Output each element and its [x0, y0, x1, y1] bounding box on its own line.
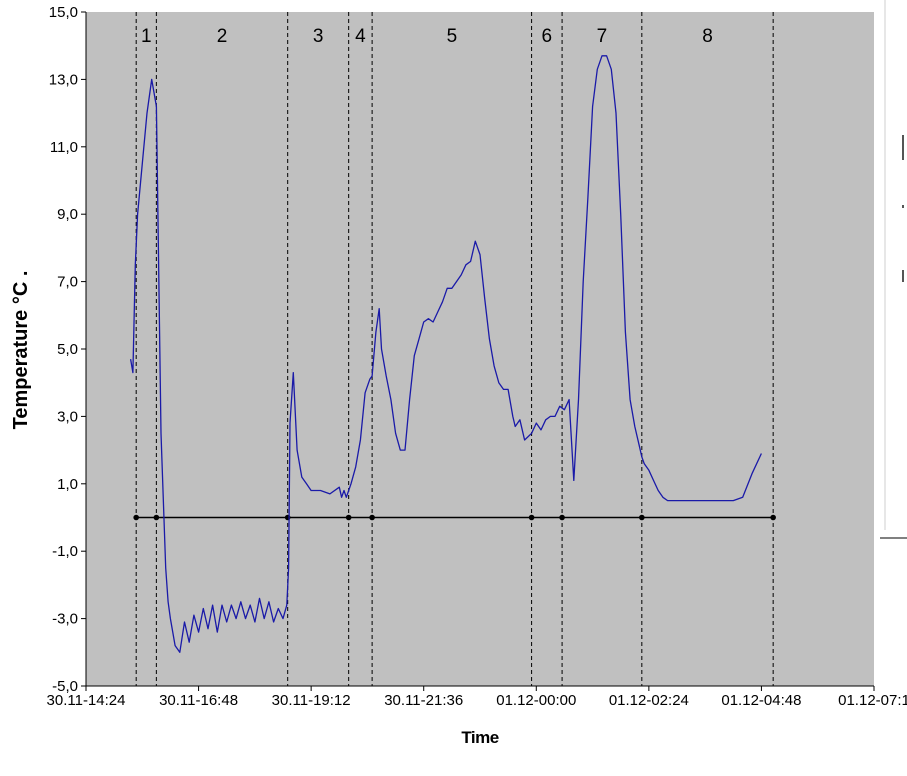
- x-tick-label: 30.11-21:36: [384, 692, 463, 709]
- y-tick-label: 5,0: [57, 341, 78, 358]
- phase-label: 6: [542, 26, 553, 47]
- phase-label: 8: [702, 26, 713, 47]
- reference-marker: [639, 514, 645, 521]
- y-tick-label: -1,0: [52, 543, 78, 560]
- plot-area: [86, 12, 874, 686]
- temperature-series-line: [129, 55, 762, 653]
- y-tick-label: 11,0: [50, 139, 78, 156]
- right-edge-fragment: [880, 0, 907, 539]
- x-tick-label: 30.11-16:48: [159, 692, 238, 709]
- y-tick-label: 13,0: [49, 71, 78, 88]
- y-axis-title: Temperature °C .: [10, 271, 32, 430]
- y-tick-label: -3,0: [52, 611, 78, 628]
- phase-label: 5: [447, 26, 458, 47]
- reference-marker: [153, 514, 160, 521]
- phase-label: 7: [597, 26, 608, 47]
- x-tick-label: 01.12-07:1: [838, 692, 907, 709]
- y-tick-label: 15,0: [49, 4, 78, 21]
- phase-label: 1: [141, 26, 152, 47]
- y-tick-label: 1,0: [57, 476, 78, 493]
- phase-label: 4: [355, 26, 366, 47]
- reference-marker: [345, 514, 352, 521]
- y-tick-label: 9,0: [57, 206, 78, 223]
- x-axis-title: Time: [461, 728, 498, 747]
- reference-marker: [369, 514, 375, 521]
- x-tick-label: 01.12-00:00: [496, 692, 576, 709]
- x-tick-label: 01.12-02:24: [609, 692, 689, 709]
- reference-marker: [770, 514, 776, 521]
- reference-marker: [559, 514, 565, 521]
- y-tick-label: -5,0: [52, 678, 78, 695]
- y-tick-label: 7,0: [57, 274, 78, 291]
- y-tick-label: 3,0: [57, 408, 78, 425]
- x-tick-label: 30.11-14:24: [47, 692, 126, 709]
- reference-marker: [528, 514, 535, 521]
- x-tick-label: 30.11-19:12: [272, 692, 351, 709]
- reference-marker: [133, 514, 139, 521]
- phase-label: 2: [217, 26, 228, 47]
- phase-label: 3: [313, 26, 324, 47]
- x-tick-label: 01.12-04:48: [721, 692, 801, 709]
